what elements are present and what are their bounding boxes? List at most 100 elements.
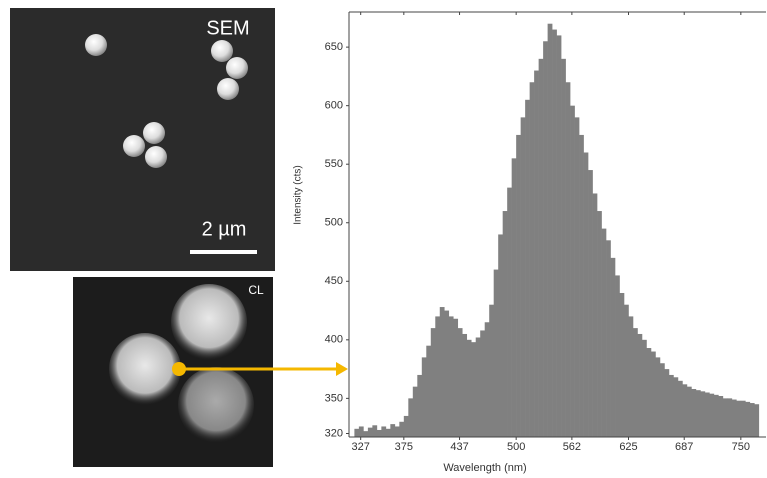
bar bbox=[727, 398, 733, 437]
x-tick-label: 437 bbox=[450, 441, 468, 453]
bar bbox=[534, 70, 539, 437]
bar bbox=[668, 374, 674, 437]
y-tick-label: 650 bbox=[325, 41, 343, 53]
bar bbox=[516, 134, 521, 437]
bar bbox=[655, 357, 661, 437]
bar bbox=[417, 374, 423, 437]
bar bbox=[552, 29, 557, 438]
bar bbox=[453, 318, 459, 437]
bar bbox=[525, 99, 530, 438]
bar bbox=[493, 269, 499, 437]
bar bbox=[745, 401, 751, 437]
bar bbox=[700, 391, 706, 437]
bar bbox=[659, 363, 665, 437]
bar bbox=[538, 58, 544, 437]
y-tick-label: 400 bbox=[325, 334, 343, 346]
bar bbox=[466, 339, 472, 437]
bar bbox=[403, 415, 409, 437]
bar bbox=[615, 275, 620, 437]
scale-bar-label: 2 µm bbox=[202, 218, 247, 240]
bar bbox=[457, 328, 463, 437]
bar bbox=[367, 427, 373, 437]
bar bbox=[448, 316, 454, 437]
bar bbox=[507, 187, 512, 437]
bar bbox=[565, 82, 571, 438]
y-tick-label: 600 bbox=[325, 100, 343, 112]
bar bbox=[619, 292, 625, 437]
bar bbox=[421, 357, 427, 437]
bar bbox=[358, 426, 364, 437]
bar bbox=[556, 35, 562, 437]
y-axis-label: Intensity (cts) bbox=[293, 165, 304, 224]
bar bbox=[462, 333, 468, 437]
bar bbox=[430, 328, 436, 437]
bar bbox=[439, 307, 445, 437]
cl-label: CL bbox=[248, 283, 264, 297]
bar bbox=[498, 234, 503, 437]
bar bbox=[412, 386, 418, 437]
bar bbox=[754, 404, 760, 437]
bar bbox=[749, 403, 755, 437]
bar bbox=[691, 388, 697, 437]
bar bbox=[570, 105, 575, 437]
spectrum-plot: Wavelength (nm) Intensity (cts) 320 350 40… bbox=[293, 11, 766, 474]
bar bbox=[709, 393, 715, 437]
bar bbox=[444, 310, 450, 437]
bar bbox=[381, 426, 387, 437]
bar bbox=[695, 390, 701, 437]
bar bbox=[722, 398, 728, 437]
bar bbox=[731, 399, 737, 437]
cl-image: CL bbox=[73, 277, 348, 467]
y-tick-label: 350 bbox=[325, 392, 343, 404]
x-tick-label: 750 bbox=[732, 441, 750, 453]
bar bbox=[372, 425, 378, 437]
bar bbox=[480, 330, 486, 437]
x-tick-label: 562 bbox=[563, 441, 581, 453]
y-tick-label: 450 bbox=[325, 275, 343, 287]
bar bbox=[601, 228, 607, 437]
bar bbox=[646, 348, 652, 437]
bar bbox=[561, 58, 566, 437]
bar bbox=[426, 345, 432, 437]
y-tick-label: 500 bbox=[325, 217, 343, 229]
sem-label: SEM bbox=[206, 17, 249, 39]
x-axis-label: Wavelength (nm) bbox=[443, 462, 526, 474]
arrow-head bbox=[336, 362, 348, 376]
bar bbox=[502, 211, 508, 437]
bar bbox=[376, 429, 382, 437]
bar bbox=[624, 304, 629, 437]
bar bbox=[435, 316, 441, 437]
bar bbox=[632, 328, 638, 437]
bar bbox=[385, 428, 391, 437]
bar bbox=[664, 369, 670, 437]
bar bbox=[740, 400, 746, 437]
bar bbox=[574, 117, 580, 438]
bar bbox=[408, 398, 414, 437]
bar bbox=[592, 193, 598, 437]
sem-image: SEM 2 µm bbox=[10, 8, 275, 271]
bar bbox=[718, 396, 724, 437]
bar bbox=[579, 134, 584, 437]
y-tick-label: 550 bbox=[325, 158, 343, 170]
bar bbox=[471, 342, 477, 437]
bar bbox=[489, 304, 494, 437]
bar bbox=[597, 211, 602, 437]
bar bbox=[641, 339, 647, 437]
bar bbox=[529, 82, 535, 438]
bar bbox=[394, 426, 400, 437]
bar bbox=[673, 377, 679, 437]
x-tick-label: 375 bbox=[395, 441, 413, 453]
bar bbox=[637, 333, 643, 437]
bar bbox=[588, 170, 593, 437]
bar bbox=[484, 322, 490, 437]
bar bbox=[583, 152, 589, 438]
bar bbox=[354, 428, 360, 437]
bar bbox=[682, 384, 688, 437]
bar bbox=[606, 240, 611, 437]
bar bbox=[677, 380, 683, 437]
bar bbox=[363, 431, 369, 437]
bar bbox=[650, 351, 656, 437]
bar bbox=[399, 421, 405, 437]
bar bbox=[628, 316, 634, 437]
x-tick-label: 687 bbox=[675, 441, 693, 453]
